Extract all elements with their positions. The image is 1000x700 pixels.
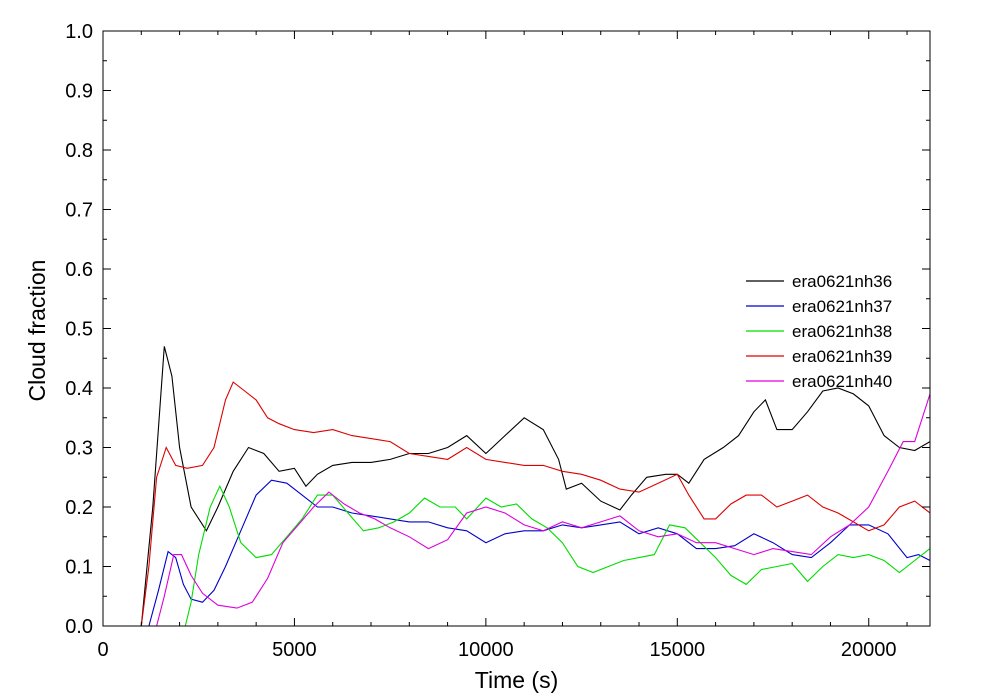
series-line-era0621nh36 xyxy=(103,346,930,626)
series-lines xyxy=(103,346,930,626)
y-tick-label: 0.8 xyxy=(65,140,93,162)
series-line-era0621nh40 xyxy=(103,393,930,626)
x-axis-title: Time (s) xyxy=(475,667,558,693)
x-tick-label: 10000 xyxy=(458,639,514,661)
y-tick-label: 0.1 xyxy=(65,557,93,579)
y-tick-label: 0.4 xyxy=(65,378,93,400)
x-tick-label: 5000 xyxy=(272,639,317,661)
y-tick-label: 0.7 xyxy=(65,200,93,222)
y-axis: 0.0 0.1 0.2 0.3 0.4 0.5 0.6 0.7 0.8 0.9 1.0 xyxy=(65,21,930,638)
x-axis: 0 5000 10000 15000 20000 xyxy=(97,31,908,661)
y-tick-label: 0.2 xyxy=(65,497,93,519)
y-tick-label: 0.6 xyxy=(65,259,93,281)
y-tick-label: 0.3 xyxy=(65,438,93,460)
y-tick-label: 0.5 xyxy=(65,319,93,341)
series-line-era0621nh37 xyxy=(103,479,930,626)
legend-label: era0621nh36 xyxy=(792,272,892,291)
legend: era0621nh36 era0621nh37 era0621nh38 era0621… xyxy=(746,272,892,391)
y-tick-label: 0.9 xyxy=(65,81,93,103)
y-axis-title: Cloud fraction xyxy=(24,260,50,402)
x-tick-label: 20000 xyxy=(841,639,897,661)
x-tick-label: 15000 xyxy=(649,639,705,661)
series-line-era0621nh39 xyxy=(103,381,930,626)
legend-label: era0621nh40 xyxy=(792,372,892,391)
legend-label: era0621nh37 xyxy=(792,297,892,316)
y-tick-label: 0.0 xyxy=(65,616,93,638)
x-tick-label: 0 xyxy=(97,639,108,661)
legend-label: era0621nh38 xyxy=(792,322,892,341)
legend-label: era0621nh39 xyxy=(792,347,892,366)
series-line-era0621nh38 xyxy=(103,484,930,626)
y-tick-label: 1.0 xyxy=(65,21,93,43)
